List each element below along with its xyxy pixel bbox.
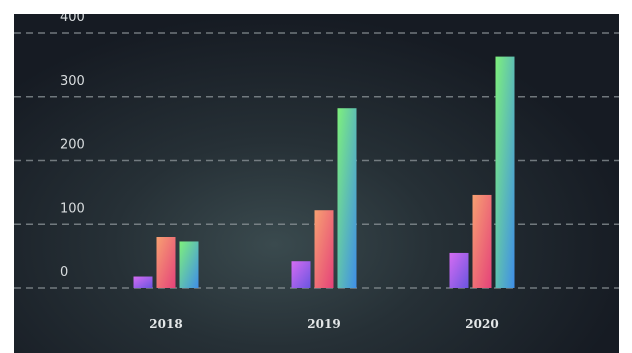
x-tick-label-2018: 2018 <box>149 317 182 331</box>
bar-2020-series-2 <box>472 194 492 288</box>
bar-2018-series-2 <box>156 237 176 288</box>
bar-chart: 0 100 200 300 400 2018 2019 2020 <box>14 14 619 331</box>
y-tick-label-300: 300 <box>60 74 85 89</box>
bar-2018-series-1 <box>133 276 153 288</box>
bar-2018-series-3 <box>179 241 199 288</box>
gridlines <box>14 32 619 289</box>
y-tick-label-100: 100 <box>60 201 85 216</box>
bar-2019-series-3 <box>337 108 357 288</box>
y-tick-label-0: 0 <box>60 265 68 280</box>
x-tick-label-2020: 2020 <box>465 317 498 331</box>
chart-area: 0 100 200 300 400 2018 2019 2020 <box>14 14 619 353</box>
bar-2019-series-2 <box>314 210 334 288</box>
y-tick-label-400: 400 <box>60 14 85 25</box>
bars <box>133 56 515 289</box>
y-axis-ticks: 0 100 200 300 400 <box>60 14 85 280</box>
bar-2020-series-1 <box>449 252 469 288</box>
y-tick-label-200: 200 <box>60 138 85 153</box>
x-axis-ticks: 2018 2019 2020 <box>149 317 498 331</box>
bar-2020-series-3 <box>495 56 515 289</box>
x-tick-label-2019: 2019 <box>307 317 340 331</box>
bar-2019-series-1 <box>291 261 311 288</box>
